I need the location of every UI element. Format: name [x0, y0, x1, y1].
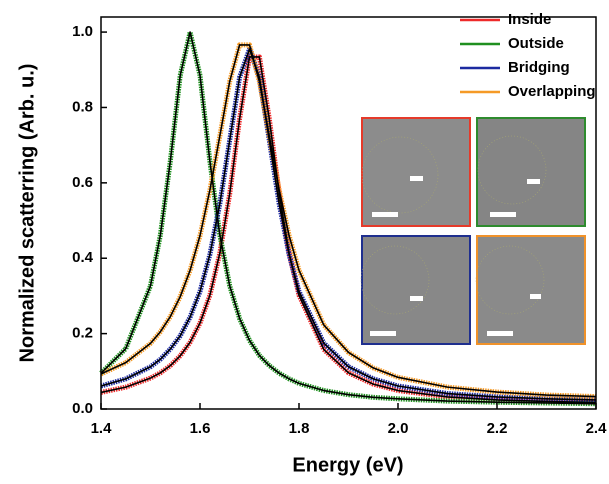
- inset-particle: [527, 179, 540, 184]
- y-tick-label: 0.0: [72, 400, 93, 417]
- legend-label: Outside: [508, 35, 564, 52]
- inset-image: [360, 235, 471, 345]
- legend-label: Overlapping: [508, 83, 596, 100]
- y-axis-label: Normalized scatterring (Arb. u.): [16, 64, 38, 363]
- inset-image: [476, 117, 586, 227]
- y-tick-label: 0.8: [72, 98, 93, 115]
- fit-line: [100, 56, 597, 404]
- inset-images: [360, 117, 586, 345]
- inset-outline: [360, 245, 430, 315]
- x-tick-label: 2.0: [388, 420, 409, 437]
- inset-image: [475, 235, 586, 345]
- inset-particle: [530, 294, 541, 299]
- inset-image: [361, 117, 471, 227]
- inset-outline: [361, 136, 439, 214]
- inset-particle: [410, 296, 423, 301]
- scale-bar: [490, 212, 516, 217]
- x-tick-label: 1.6: [190, 420, 211, 437]
- inset-particle: [410, 176, 423, 181]
- scale-bar: [370, 331, 396, 336]
- x-tick-label: 2.2: [487, 420, 508, 437]
- x-axis-label: Energy (eV): [292, 454, 403, 476]
- y-tick-label: 0.4: [72, 249, 94, 266]
- scale-bar: [487, 331, 513, 336]
- fit-line: [100, 44, 597, 398]
- plot-area: [99, 29, 597, 407]
- y-tick-label: 1.0: [72, 23, 93, 40]
- scale-bar: [372, 212, 398, 217]
- inset-frame: [361, 235, 471, 345]
- inset-frame: [476, 117, 586, 227]
- inset-frame: [476, 235, 586, 345]
- x-tick-label: 2.4: [586, 420, 608, 437]
- legend-label: Inside: [508, 11, 551, 28]
- legend-label: Bridging: [508, 59, 570, 76]
- plot-frame: [100, 16, 597, 410]
- y-tick-label: 0.2: [72, 325, 93, 342]
- inset-outline: [477, 135, 547, 205]
- y-tick-label: 0.6: [72, 174, 93, 191]
- inset-outline: [475, 245, 545, 315]
- fit-line: [100, 31, 597, 405]
- inset-frame: [361, 117, 471, 227]
- x-tick-label: 1.4: [91, 420, 113, 437]
- x-tick-label: 1.8: [289, 420, 310, 437]
